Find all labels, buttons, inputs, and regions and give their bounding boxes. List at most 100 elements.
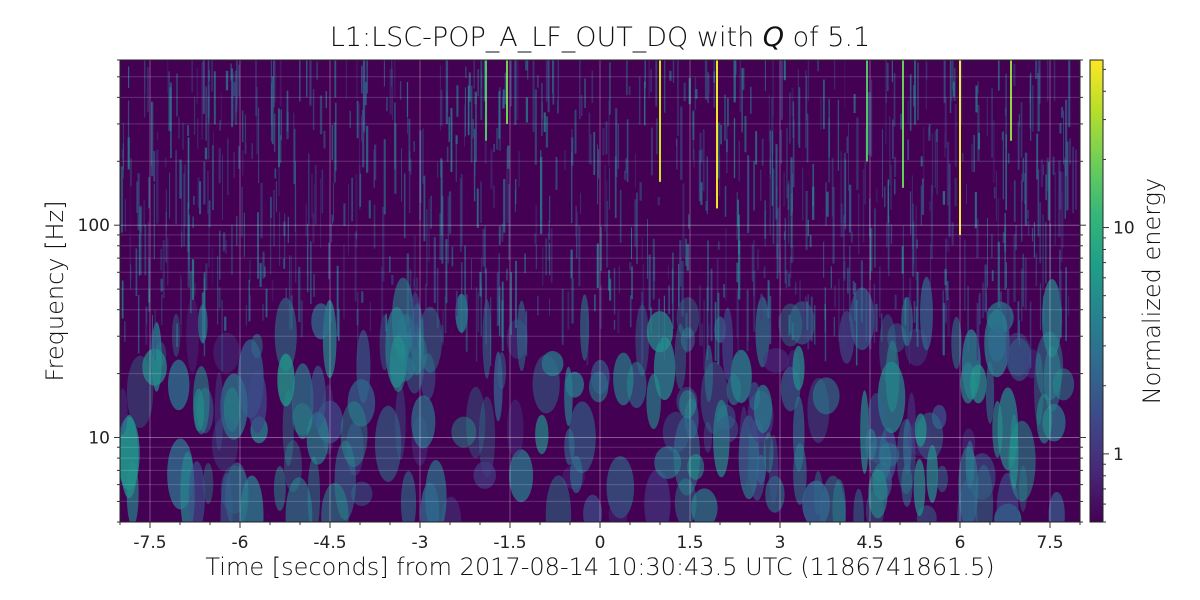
- energy-streak: [699, 285, 701, 346]
- energy-streak: [605, 121, 608, 155]
- energy-blob: [868, 469, 888, 519]
- energy-streak: [146, 67, 150, 113]
- energy-streak: [136, 181, 138, 213]
- energy-streak: [445, 239, 448, 304]
- energy-streak: [1024, 152, 1028, 226]
- energy-streak: [213, 130, 214, 194]
- energy-streak: [295, 186, 297, 237]
- energy-streak: [1013, 180, 1016, 222]
- energy-streak: [129, 237, 132, 281]
- energy-blob: [957, 479, 978, 522]
- energy-streak: [273, 60, 275, 108]
- energy-streak: [856, 117, 859, 190]
- energy-blob: [211, 416, 238, 472]
- energy-streak: [448, 191, 452, 234]
- energy-streak: [1038, 60, 1041, 104]
- energy-streak: [293, 112, 295, 129]
- energy-streak: [642, 264, 644, 309]
- energy-streak: [653, 256, 656, 282]
- energy-streak: [169, 172, 171, 219]
- energy-streak: [824, 287, 826, 333]
- energy-streak: [625, 60, 628, 96]
- energy-streak: [920, 185, 922, 226]
- energy-streak: [161, 294, 163, 325]
- energy-streak: [300, 300, 303, 338]
- energy-streak: [444, 296, 447, 334]
- energy-streak: [450, 108, 453, 173]
- energy-streak: [188, 216, 190, 267]
- energy-streak: [156, 131, 158, 141]
- plot-area: [120, 60, 1080, 522]
- energy-blob: [680, 327, 695, 352]
- energy-blob: [865, 428, 877, 461]
- energy-streak: [313, 274, 315, 297]
- energy-streak: [331, 214, 333, 224]
- energy-streak: [695, 89, 698, 99]
- energy-streak: [472, 119, 474, 139]
- energy-streak: [908, 293, 910, 365]
- energy-streak: [238, 146, 240, 169]
- energy-blob: [321, 482, 349, 522]
- energy-streak: [312, 213, 315, 244]
- energy-streak: [639, 182, 642, 201]
- energy-streak: [679, 240, 682, 287]
- energy-streak: [736, 191, 738, 240]
- energy-streak: [409, 158, 412, 175]
- energy-blob: [755, 296, 770, 368]
- energy-blob: [306, 412, 330, 465]
- energy-streak: [470, 85, 473, 163]
- energy-streak: [738, 140, 740, 182]
- energy-streak: [144, 60, 146, 118]
- energy-streak: [772, 60, 774, 116]
- energy-streak: [828, 118, 831, 183]
- energy-streak: [493, 143, 495, 152]
- energy-streak: [498, 91, 501, 139]
- energy-streak: [178, 117, 180, 140]
- energy-streak: [757, 249, 759, 270]
- energy-streak: [945, 305, 947, 324]
- energy-streak: [1017, 301, 1020, 342]
- energy-blob: [420, 353, 436, 400]
- energy-blob: [340, 401, 368, 467]
- energy-blob: [765, 475, 785, 513]
- energy-streak: [747, 288, 749, 342]
- energy-streak: [232, 72, 234, 122]
- energy-streak: [465, 66, 467, 79]
- energy-streak: [480, 257, 482, 275]
- energy-streak: [430, 195, 432, 229]
- energy-streak: [311, 173, 313, 218]
- energy-streak: [934, 130, 936, 189]
- energy-streak: [618, 265, 620, 294]
- energy-streak: [657, 197, 661, 206]
- energy-streak: [455, 290, 458, 317]
- energy-streak: [537, 295, 539, 316]
- energy-streak: [579, 60, 581, 120]
- energy-streak: [678, 263, 680, 307]
- energy-blob: [188, 461, 206, 522]
- energy-blob: [248, 369, 267, 433]
- energy-streak: [249, 295, 251, 321]
- energy-blob: [646, 311, 674, 353]
- energy-streak: [723, 284, 725, 298]
- energy-streak: [290, 255, 292, 302]
- energy-streak: [785, 269, 788, 288]
- energy-streak: [913, 85, 915, 107]
- energy-streak: [708, 74, 711, 95]
- energy-streak: [588, 112, 591, 164]
- energy-streak: [176, 323, 178, 348]
- x-tick-label: -7.5: [133, 533, 166, 553]
- energy-blob: [676, 297, 700, 339]
- energy-streak: [667, 265, 669, 280]
- energy-streak: [164, 157, 167, 168]
- energy-streak: [169, 82, 172, 159]
- energy-streak: [220, 93, 223, 124]
- energy-streak: [961, 60, 963, 124]
- energy-streak: [179, 159, 182, 199]
- energy-streak: [1045, 221, 1047, 284]
- energy-streak: [165, 189, 167, 231]
- energy-streak: [287, 216, 289, 244]
- x-tick-label: 7.5: [1036, 533, 1063, 553]
- energy-streak: [624, 170, 627, 181]
- energy-blob: [792, 345, 805, 391]
- energy-streak: [514, 60, 517, 125]
